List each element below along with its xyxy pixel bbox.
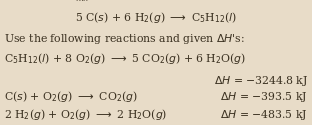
Text: Use the following reactions and given $\Delta H$'s:: Use the following reactions and given $\…: [4, 32, 245, 46]
Text: $\Delta\it{H}$ = $-$483.5 kJ: $\Delta\it{H}$ = $-$483.5 kJ: [220, 108, 308, 122]
Text: $\Delta\it{H}$ = $-$393.5 kJ: $\Delta\it{H}$ = $-$393.5 kJ: [220, 90, 308, 104]
Text: $\Delta\it{H}$ = $-$3244.8 kJ: $\Delta\it{H}$ = $-$3244.8 kJ: [214, 74, 308, 88]
Text: Calculate $\Delta H_{\mathrm{rxn}}$ for the reaction:: Calculate $\Delta H_{\mathrm{rxn}}$ for …: [4, 0, 182, 4]
Text: C($s$) + O$_2$($g$) $\longrightarrow$ CO$_2$($g$): C($s$) + O$_2$($g$) $\longrightarrow$ CO…: [4, 89, 138, 104]
Text: 2 H$_2$($g$) + O$_2$($g$) $\longrightarrow$ 2 H$_2$O($g$): 2 H$_2$($g$) + O$_2$($g$) $\longrightarr…: [4, 108, 167, 122]
Text: 5 C($s$) + 6 H$_2$($g$) $\longrightarrow$ C$_5$H$_{12}$($l$): 5 C($s$) + 6 H$_2$($g$) $\longrightarrow…: [75, 10, 237, 25]
Text: C$_5$H$_{12}$($l$) + 8 O$_2$($g$) $\longrightarrow$ 5 CO$_2$($g$) + 6 H$_2$O($g$: C$_5$H$_{12}$($l$) + 8 O$_2$($g$) $\long…: [4, 51, 246, 66]
